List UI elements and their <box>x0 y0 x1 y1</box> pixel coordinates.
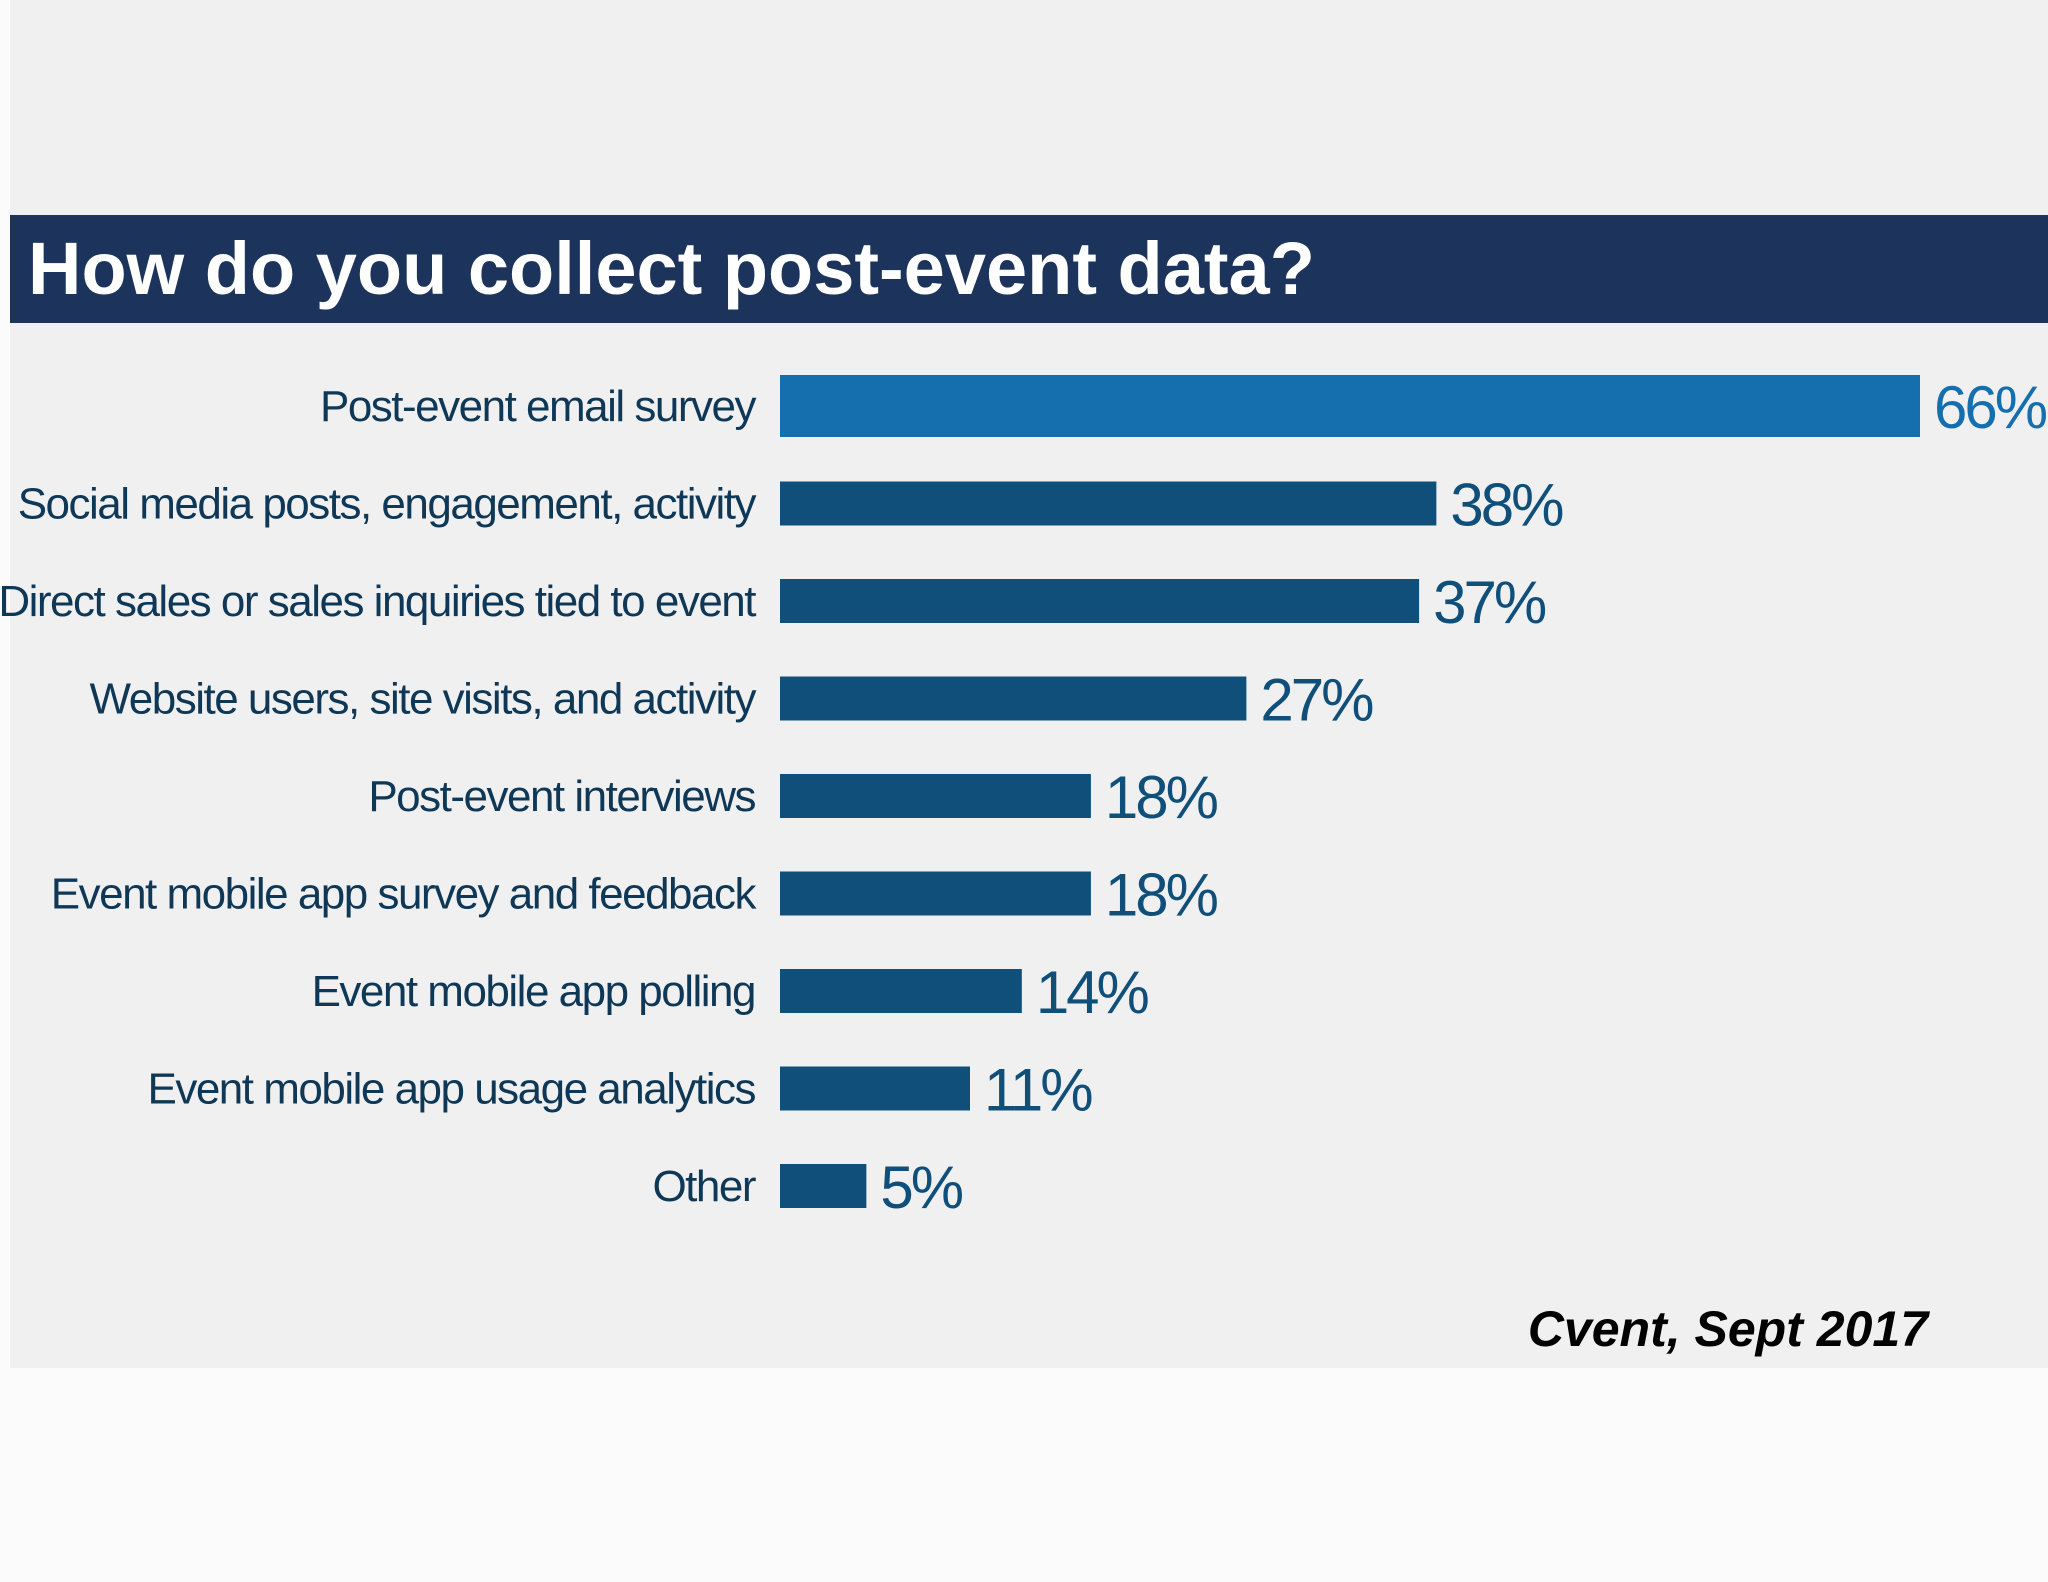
page-title: How do you collect post-event data? <box>28 227 1315 310</box>
value-label: 66% <box>1934 374 2047 441</box>
bar <box>780 871 1091 916</box>
title-band: How do you collect post-event data? <box>10 215 2048 323</box>
bar <box>780 676 1247 721</box>
value-label: 27% <box>1260 667 1373 734</box>
bar <box>780 969 1022 1013</box>
bar <box>780 1066 970 1111</box>
bar <box>780 579 1420 623</box>
value-label: 14% <box>1036 959 1149 1026</box>
bar <box>780 774 1091 818</box>
bar <box>780 481 1437 526</box>
value-label: 11% <box>984 1057 1092 1124</box>
value-label: 37% <box>1433 569 1546 636</box>
bar <box>780 375 1920 437</box>
value-label: 18% <box>1105 764 1218 831</box>
value-label: 38% <box>1450 472 1563 539</box>
category-label: Direct sales or sales inquiries tied to … <box>0 577 756 626</box>
value-label: 5% <box>880 1154 962 1221</box>
source-citation: Cvent, Sept 2017 <box>1527 1301 1928 1357</box>
bar <box>780 1164 867 1208</box>
category-label: Other <box>652 1162 755 1211</box>
category-label: Social media posts, engagement, activity <box>18 480 757 529</box>
category-label: Event mobile app polling <box>312 967 755 1016</box>
category-label: Website users, site visits, and activity <box>90 675 757 724</box>
category-label: Post-event interviews <box>368 772 755 821</box>
category-label: Event mobile app usage analytics <box>147 1065 755 1114</box>
category-label: Post-event email survey <box>320 382 757 431</box>
bar-chart: Post-event email survey 66% Social media p… <box>0 374 2048 1221</box>
category-label: Event mobile app survey and feedback <box>51 870 758 919</box>
value-label: 18% <box>1105 862 1218 929</box>
